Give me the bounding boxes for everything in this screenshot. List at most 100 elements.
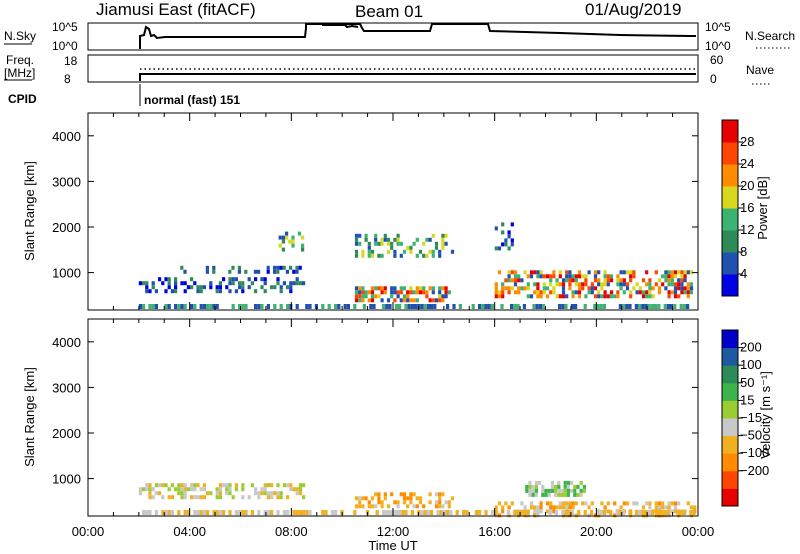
range-gate-cell (645, 501, 649, 506)
range-gate-cell (257, 304, 261, 309)
range-gate-cell (254, 277, 258, 282)
range-gate-cell (644, 304, 648, 309)
range-gate-cell (618, 304, 622, 309)
range-gate-cell (383, 492, 387, 497)
range-gate-cell (297, 231, 301, 236)
range-gate-cell (648, 282, 652, 287)
colorbar-tick-label: 15 (740, 392, 754, 407)
range-gate-cell (330, 510, 334, 515)
range-gate-cell (692, 510, 696, 515)
range-gate-cell (446, 304, 450, 309)
range-gate-cell (321, 510, 325, 515)
range-gate-cell (260, 277, 264, 282)
range-gate-cell (545, 294, 550, 299)
range-gate-cell (266, 269, 270, 274)
colorbar-swatch (722, 418, 738, 437)
xtick-label: 20:00 (580, 524, 613, 539)
range-gate-cell (298, 265, 302, 270)
range-gate-cell (648, 290, 652, 295)
range-gate-cell (542, 282, 546, 287)
range-gate-cell (263, 510, 267, 515)
range-gate-cell (568, 286, 572, 291)
range-gate-cell (138, 487, 142, 492)
range-gate-cell (441, 286, 445, 291)
range-gate-cell (177, 304, 181, 309)
range-gate-cell (481, 304, 485, 309)
range-gate-cell (590, 510, 594, 515)
range-gate-cell (273, 285, 277, 290)
nsky-tick-bottom: 10^0 (52, 39, 78, 53)
range-gate-cell (186, 510, 190, 515)
range-gate-cell (180, 495, 184, 500)
range-gate-cell (549, 501, 553, 506)
range-gate-cell (250, 281, 254, 286)
range-gate-cell (686, 294, 690, 299)
range-gate-cell (164, 277, 168, 282)
range-gate-cell (641, 510, 645, 515)
range-gate-cell (517, 274, 521, 279)
range-gate-cell (528, 488, 532, 493)
range-gate-cell (673, 505, 678, 510)
range-gate-cell (361, 253, 365, 258)
range-gate-cell (263, 483, 267, 488)
range-gate-cell (254, 289, 258, 294)
range-gate-cell (603, 505, 607, 510)
range-gate-cell (273, 265, 277, 270)
range-gate-cell (412, 504, 416, 509)
range-gate-cell (148, 289, 152, 294)
range-gate-cell (635, 290, 639, 295)
range-gate-cell (377, 496, 381, 501)
range-gate-cell (186, 285, 190, 290)
range-gate-cell (539, 505, 543, 510)
range-gate-cell (549, 505, 553, 510)
xtick-label: 12:00 (377, 524, 410, 539)
range-gate-cell (501, 242, 505, 247)
range-gate-cell (364, 237, 368, 242)
range-gate-cell (295, 510, 299, 515)
range-gate-cell (561, 513, 566, 518)
range-gate-cell (276, 510, 280, 515)
range-gate-cell (683, 290, 687, 295)
range-gate-cell (273, 304, 277, 309)
range-gate-cell (228, 289, 232, 294)
range-gate-cell (525, 484, 529, 489)
range-gate-cell (231, 277, 235, 282)
range-gate-cell (295, 487, 299, 492)
range-gate-cell (647, 304, 651, 309)
range-gate-cell (406, 294, 410, 299)
range-gate-cell (161, 281, 165, 286)
range-gate-cell (354, 290, 359, 295)
range-gate-cell (361, 290, 365, 295)
range-gate-cell (382, 304, 386, 309)
range-gate-cell (234, 510, 238, 515)
range-gate-cell (383, 290, 387, 295)
range-gate-cell (603, 274, 607, 279)
range-gate-cell (402, 298, 407, 303)
range-gate-cell (593, 513, 598, 518)
range-gate-cell (579, 488, 583, 493)
range-gate-cell (327, 304, 331, 309)
range-gate-cell (657, 505, 662, 510)
range-gate-cell (550, 480, 554, 485)
range-gate-cell (361, 249, 365, 254)
range-gate-cell (557, 484, 561, 489)
range-gate-cell (682, 510, 686, 515)
range-gate-cell (517, 278, 521, 283)
range-gate-cell (641, 290, 646, 295)
velocity-ylabel: Slant Range [km] (22, 367, 37, 467)
freq-tick-bottom: 8 (64, 72, 71, 86)
range-gate-cell (563, 488, 567, 493)
range-gate-cell (447, 504, 451, 509)
range-gate-cell (529, 294, 534, 299)
colorbar-tick-label: −50 (740, 428, 762, 443)
range-gate-cell (501, 509, 505, 514)
range-gate-cell (447, 290, 451, 295)
range-gate-cell (554, 510, 558, 515)
range-gate-cell (361, 294, 365, 299)
range-gate-cell (531, 492, 535, 497)
range-gate-cell (507, 270, 511, 275)
range-gate-cell (367, 253, 371, 258)
range-gate-cell (576, 484, 580, 489)
range-gate-cell (358, 241, 362, 246)
range-gate-cell (386, 504, 391, 509)
